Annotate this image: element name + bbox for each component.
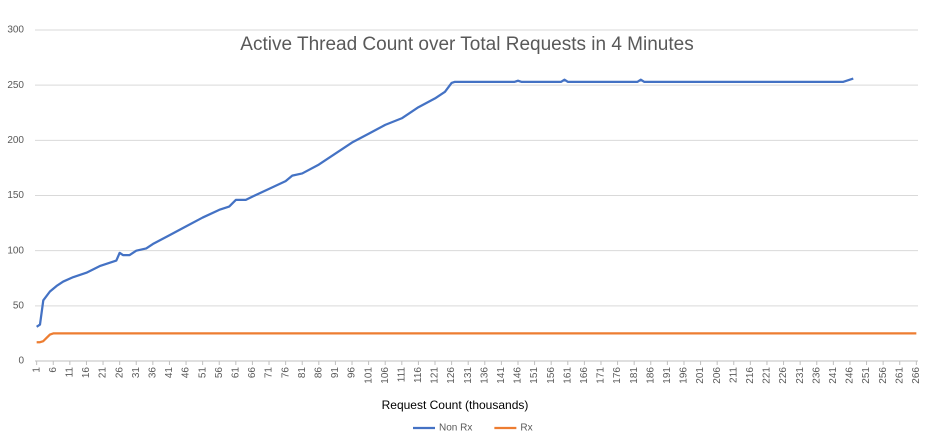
x-tick-label: 256 <box>878 367 889 384</box>
x-tick-label: 101 <box>363 367 374 384</box>
x-tick-label: 246 <box>845 367 856 384</box>
y-tick-label: 300 <box>7 25 24 36</box>
x-tick-label: 216 <box>745 367 756 384</box>
y-tick-label: 100 <box>7 245 24 256</box>
x-tick-label: 11 <box>64 367 75 378</box>
x-tick-label: 121 <box>430 367 441 384</box>
series-line <box>36 332 917 344</box>
x-tick-label: 236 <box>811 367 822 384</box>
x-tick-label: 166 <box>579 367 590 384</box>
x-tick-label: 16 <box>81 367 92 379</box>
y-tick-label: 0 <box>18 356 24 367</box>
x-tick-label: 191 <box>662 367 673 384</box>
x-tick-label: 51 <box>197 367 208 379</box>
x-tick-label: 221 <box>762 367 773 384</box>
x-tick-label: 136 <box>479 367 490 384</box>
x-tick-label: 1 <box>31 367 42 373</box>
x-tick-label: 61 <box>230 367 241 379</box>
x-tick-label: 96 <box>347 367 358 379</box>
x-tick-label: 266 <box>911 367 922 384</box>
x-tick-label: 111 <box>396 367 407 383</box>
x-tick-label: 151 <box>529 367 540 384</box>
x-tick-label: 211 <box>728 367 739 383</box>
x-tick-label: 76 <box>280 367 291 379</box>
x-tick-label: 116 <box>413 367 424 383</box>
x-tick-label: 156 <box>546 367 557 384</box>
y-tick-label: 150 <box>7 190 24 201</box>
x-tick-label: 141 <box>496 367 507 384</box>
x-tick-label: 201 <box>695 367 706 384</box>
x-tick-label: 251 <box>861 367 872 384</box>
y-tick-label: 250 <box>7 80 24 91</box>
chart-title: Active Thread Count over Total Requests … <box>240 34 693 55</box>
x-tick-label: 6 <box>48 367 59 373</box>
series-line <box>36 77 854 328</box>
x-tick-label: 176 <box>612 367 623 384</box>
x-tick-label: 206 <box>712 367 723 384</box>
x-tick-label: 86 <box>313 367 324 379</box>
x-tick-label: 226 <box>778 367 789 384</box>
x-tick-label: 126 <box>446 367 457 384</box>
x-tick-label: 241 <box>828 367 839 384</box>
x-tick-label: 196 <box>679 367 690 384</box>
x-tick-label: 161 <box>562 367 573 384</box>
x-tick-label: 56 <box>214 367 225 379</box>
y-tick-label: 200 <box>7 135 24 146</box>
y-tick-label: 50 <box>13 300 25 311</box>
legend-label: Rx <box>520 423 532 434</box>
x-tick-label: 231 <box>795 367 806 384</box>
x-tick-label: 71 <box>264 367 275 379</box>
x-tick-label: 181 <box>629 367 640 384</box>
x-tick-label: 36 <box>147 367 158 379</box>
x-tick-label: 21 <box>98 367 109 379</box>
x-tick-label: 131 <box>463 367 474 384</box>
x-tick-label: 91 <box>330 367 341 379</box>
x-tick-label: 106 <box>380 367 391 384</box>
legend-label: Non Rx <box>439 423 472 434</box>
x-tick-label: 146 <box>513 367 524 384</box>
x-tick-label: 46 <box>181 367 192 379</box>
x-tick-label: 81 <box>297 367 308 379</box>
x-tick-label: 261 <box>894 367 905 384</box>
x-tick-label: 186 <box>645 367 656 384</box>
x-tick-label: 66 <box>247 367 258 379</box>
x-tick-label: 31 <box>131 367 142 379</box>
x-tick-label: 41 <box>164 367 175 379</box>
x-tick-label: 171 <box>596 367 607 384</box>
x-tick-label: 26 <box>114 367 125 379</box>
x-axis-title: Request Count (thousands) <box>382 398 529 412</box>
